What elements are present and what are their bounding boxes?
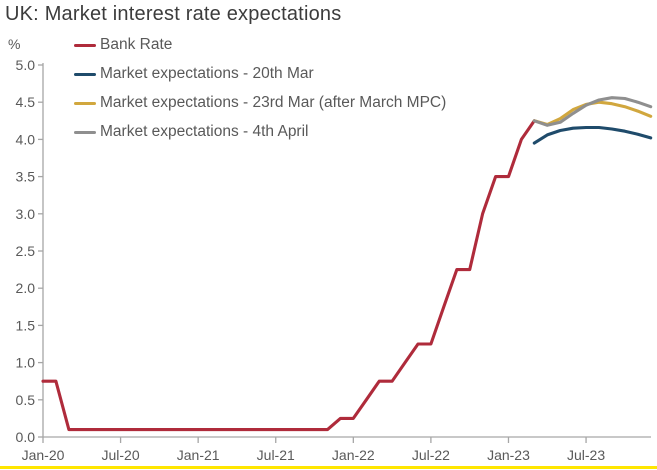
y-tick-label: 3.5 [16,169,36,185]
legend: Bank Rate Market expectations - 20th Mar… [74,36,446,152]
x-tick-label: Jul-20 [102,447,140,463]
legend-item-bank-rate: Bank Rate [74,36,446,54]
y-axis-unit-label: % [8,36,21,52]
y-tick-label: 2.0 [16,280,36,296]
y-tick-label: 2.5 [16,243,36,259]
x-tick-label: Jul-22 [412,447,450,463]
legend-item-expectations-23rd-mar: Market expectations - 23rd Mar (after Ma… [74,94,446,112]
legend-swatch-expectations-4th-april [74,130,96,134]
chart-title: UK: Market interest rate expectations [5,3,342,25]
series-line-market-expectations-23rd-mar-after-march-mpc [532,100,653,127]
y-tick-label: 4.5 [16,94,36,110]
x-tick-label: Jan-21 [177,447,220,463]
legend-label: Market expectations - 4th April [100,123,309,140]
y-tick-label: 4.0 [16,131,36,147]
legend-swatch-bank-rate [74,43,96,47]
legend-label: Market expectations - 20th Mar [100,65,314,82]
legend-item-expectations-20th-mar: Market expectations - 20th Mar [74,65,446,83]
y-tick-label: 1.0 [16,355,36,371]
x-tick-label: Jan-23 [487,447,530,463]
legend-label: Market expectations - 23rd Mar (after Ma… [100,94,447,111]
y-tick-label: 5.0 [16,57,36,73]
bottom-accent-bar [0,466,657,469]
x-tick-label: Jul-21 [257,447,295,463]
legend-item-expectations-4th-april: Market expectations - 4th April [74,123,446,141]
y-tick-label: 3.0 [16,206,36,222]
series-line-bank-rate [41,119,536,432]
x-tick-label: Jan-20 [22,447,65,463]
y-tick-label: 0.0 [16,429,36,445]
y-tick-label: 1.5 [16,317,36,333]
series-line-market-expectations-20th-mar [532,125,653,145]
x-tick-label: Jan-22 [332,447,375,463]
legend-label: Bank Rate [100,36,173,53]
y-tick-label: 0.5 [16,392,36,408]
series-line-market-expectations-4th-april [532,96,653,127]
legend-swatch-expectations-20th-mar [74,72,96,76]
legend-swatch-expectations-23rd-mar [74,101,96,105]
x-tick-label: Jul-23 [567,447,605,463]
